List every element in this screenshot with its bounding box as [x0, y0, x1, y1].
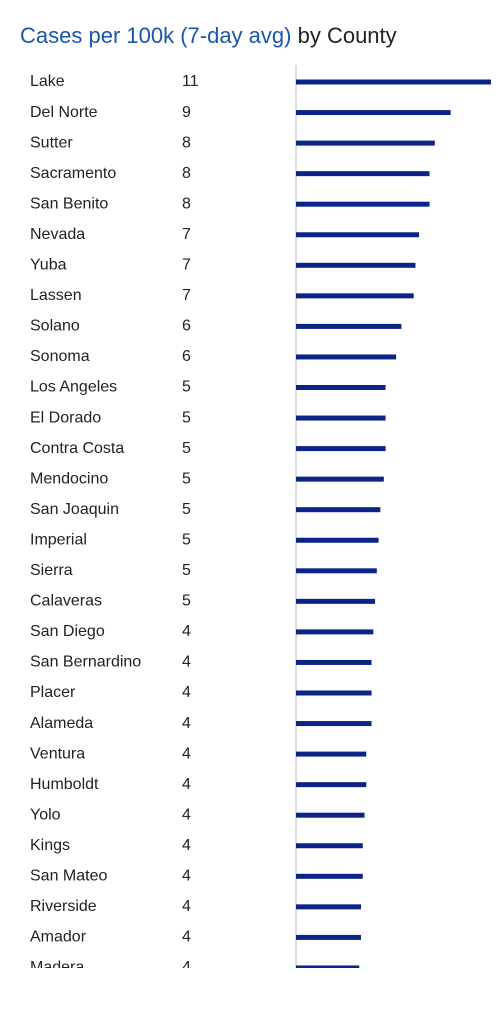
value-label: 4 — [182, 715, 191, 732]
bar — [296, 629, 374, 635]
bar — [296, 171, 430, 177]
category-label: San Benito — [30, 195, 108, 212]
value-label: 7 — [182, 257, 191, 274]
category-label: Madera — [30, 959, 84, 976]
value-label: 4 — [182, 898, 191, 915]
category-label: Nevada — [30, 226, 85, 243]
category-label: Calaveras — [30, 593, 102, 610]
bar — [296, 232, 419, 238]
category-label: Lake — [30, 73, 65, 90]
value-label: 5 — [182, 440, 191, 457]
bar — [296, 690, 372, 696]
bar — [296, 201, 430, 207]
category-label: Amador — [30, 929, 87, 946]
category-label: Sutter — [30, 134, 73, 151]
value-label: 4 — [182, 776, 191, 793]
value-label: 4 — [182, 684, 191, 701]
bar — [296, 812, 365, 818]
category-label: Sonoma — [30, 348, 90, 365]
bar — [296, 446, 386, 452]
value-label: 4 — [182, 868, 191, 885]
value-label: 6 — [182, 348, 191, 365]
bar — [296, 262, 416, 268]
value-label: 4 — [182, 806, 191, 823]
bar — [296, 354, 397, 360]
value-label: 4 — [182, 654, 191, 671]
bar — [296, 537, 379, 543]
bar — [296, 323, 402, 329]
value-label: 4 — [182, 623, 191, 640]
bar — [296, 598, 376, 604]
value-label: 8 — [182, 134, 191, 151]
value-label: 4 — [182, 745, 191, 762]
category-label: Sacramento — [30, 165, 116, 182]
bar — [296, 721, 372, 727]
value-label: 8 — [182, 165, 191, 182]
category-label: Alameda — [30, 715, 93, 732]
chart-title: Cases per 100k (7-day avg) by County — [20, 23, 397, 48]
value-label: 9 — [182, 104, 191, 121]
value-label: 5 — [182, 531, 191, 548]
value-label: 4 — [182, 959, 191, 976]
value-label: 4 — [182, 837, 191, 854]
rows: Lake 11 Del Norte 9 Sutter 8 Sacramento 8 San Be… — [30, 73, 491, 976]
category-label: San Mateo — [30, 868, 107, 885]
value-label: 7 — [182, 226, 191, 243]
bar — [296, 476, 384, 482]
bar — [296, 782, 367, 788]
category-label: Yolo — [30, 806, 61, 823]
category-label: Yuba — [30, 257, 67, 274]
bar — [296, 110, 451, 116]
category-label: Contra Costa — [30, 440, 124, 457]
value-label: 8 — [182, 195, 191, 212]
value-label: 5 — [182, 409, 191, 426]
bar — [296, 751, 367, 757]
bar — [296, 873, 363, 879]
category-label: Humboldt — [30, 776, 99, 793]
value-label: 5 — [182, 470, 191, 487]
bar — [296, 79, 491, 85]
value-label: 5 — [182, 562, 191, 579]
category-label: Ventura — [30, 745, 85, 762]
bar — [296, 385, 386, 390]
category-label: Imperial — [30, 531, 87, 548]
bar — [296, 843, 363, 849]
bar — [296, 568, 377, 574]
category-label: Placer — [30, 684, 76, 701]
category-label: Kings — [30, 837, 70, 854]
bar — [296, 659, 372, 665]
category-label: Los Angeles — [30, 379, 117, 396]
bar — [296, 293, 414, 299]
value-label: 5 — [182, 379, 191, 396]
category-label: Sierra — [30, 562, 73, 579]
bar — [296, 507, 381, 513]
category-label: San Bernardino — [30, 654, 141, 671]
value-label: 7 — [182, 287, 191, 304]
bar — [296, 965, 360, 968]
title-main: Cases per 100k (7-day avg) — [20, 23, 291, 48]
category-label: San Diego — [30, 623, 105, 640]
value-label: 5 — [182, 501, 191, 518]
category-label: San Joaquin — [30, 501, 119, 518]
category-label: Del Norte — [30, 104, 98, 121]
category-label: Riverside — [30, 898, 97, 915]
bar — [296, 904, 361, 910]
bar — [296, 140, 435, 146]
category-label: Lassen — [30, 287, 82, 304]
value-label: 11 — [182, 73, 199, 90]
category-label: Mendocino — [30, 470, 108, 487]
value-label: 4 — [182, 929, 191, 946]
title-suffix: by County — [298, 23, 397, 48]
bar — [296, 934, 361, 940]
category-label: El Dorado — [30, 409, 101, 426]
value-label: 5 — [182, 593, 191, 610]
category-label: Solano — [30, 318, 80, 335]
bar — [296, 415, 386, 421]
value-label: 6 — [182, 318, 191, 335]
